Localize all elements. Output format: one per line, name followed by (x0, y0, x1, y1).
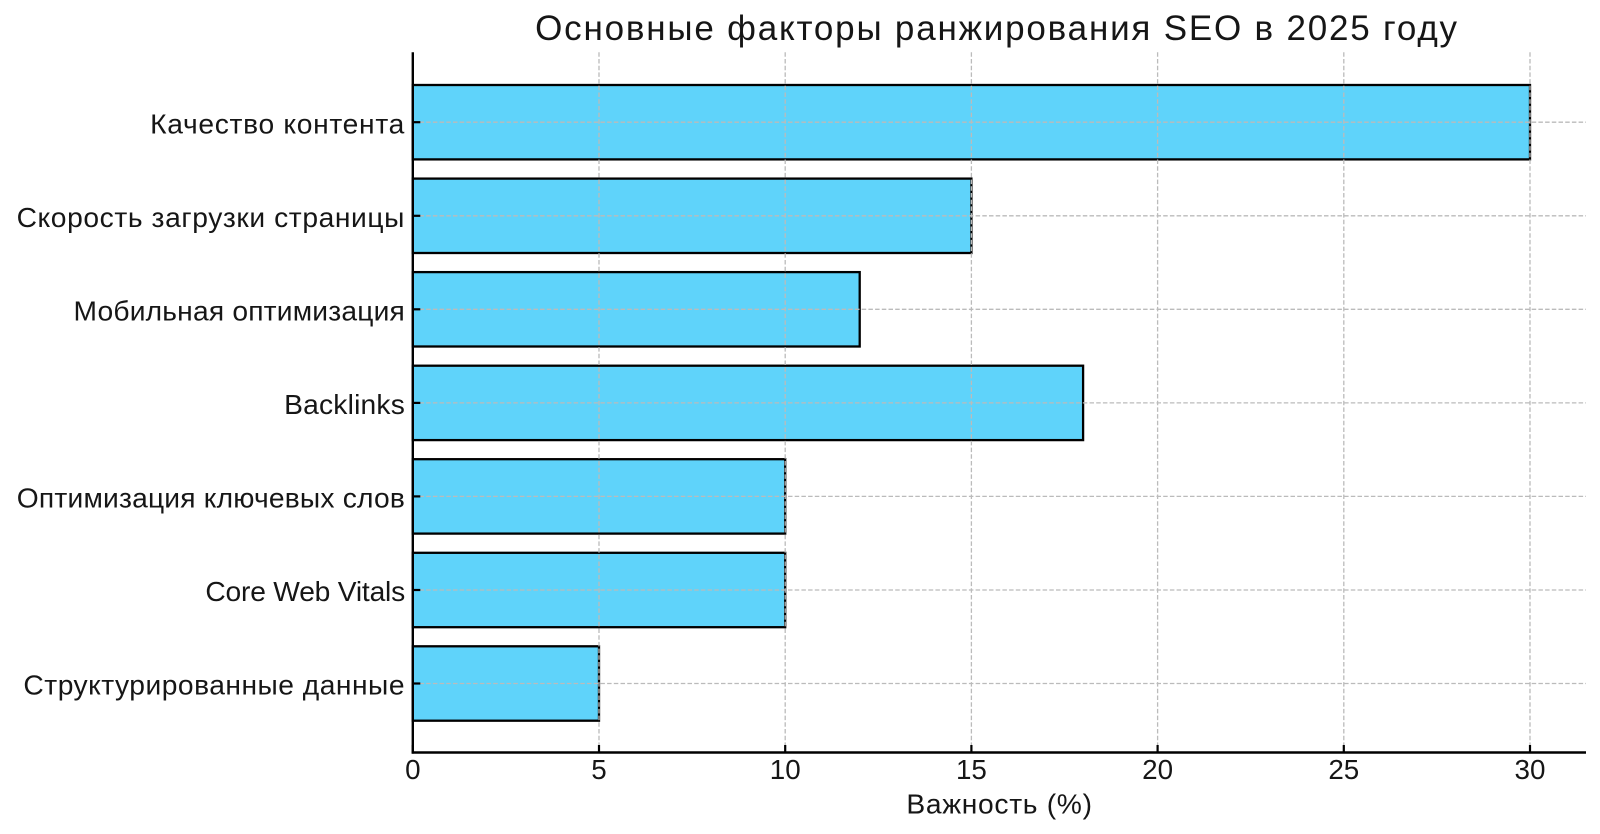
svg-text:15: 15 (956, 754, 987, 785)
svg-text:0: 0 (405, 754, 420, 785)
svg-text:30: 30 (1515, 754, 1546, 785)
svg-text:5: 5 (591, 754, 606, 785)
svg-text:Оптимизация ключевых слов: Оптимизация ключевых слов (17, 482, 405, 514)
svg-text:Мобильная оптимизация: Мобильная оптимизация (73, 294, 405, 326)
svg-text:Структурированные данные: Структурированные данные (23, 669, 405, 701)
svg-text:Качество контента: Качество контента (150, 107, 405, 139)
svg-text:Основные факторы ранжирования: Основные факторы ранжирования SEO в 2025… (535, 9, 1459, 48)
svg-text:Скорость загрузки страницы: Скорость загрузки страницы (17, 201, 405, 233)
svg-text:10: 10 (770, 754, 801, 785)
svg-text:Backlinks: Backlinks (284, 388, 405, 420)
svg-text:Важность (%): Важность (%) (906, 788, 1092, 820)
svg-text:25: 25 (1328, 754, 1359, 785)
svg-text:20: 20 (1142, 754, 1173, 785)
svg-text:Core Web Vitals: Core Web Vitals (205, 575, 405, 607)
